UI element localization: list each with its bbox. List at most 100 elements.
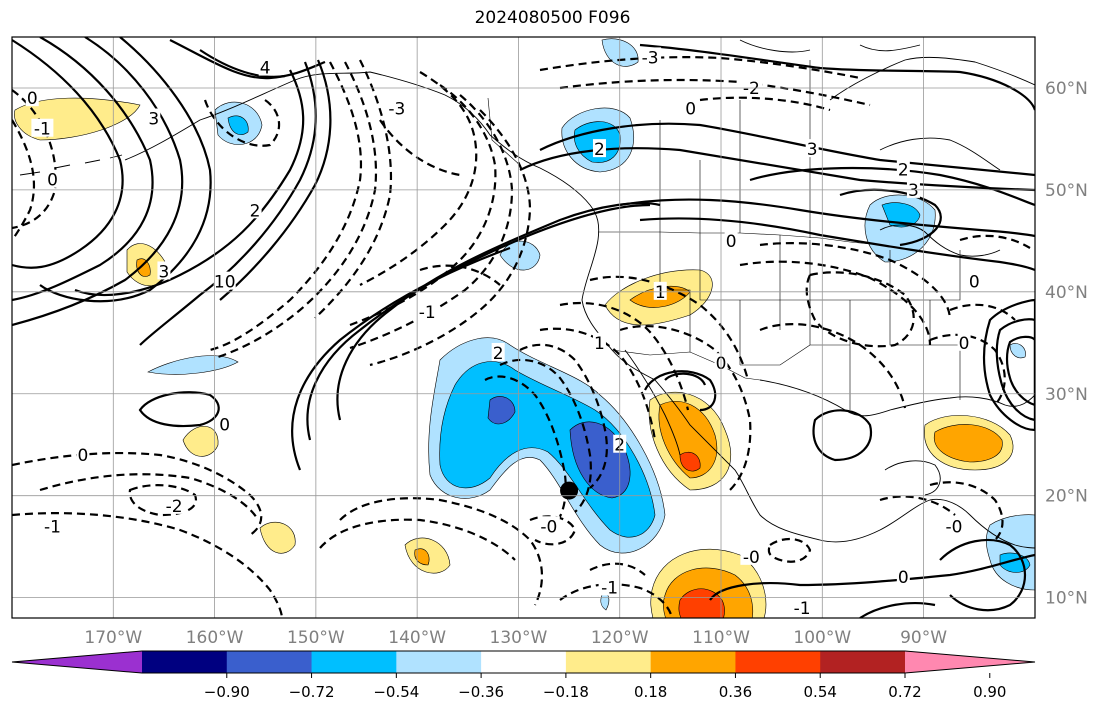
colorbar-segment [820,651,906,673]
plot-title: 2024080500 F096 [474,8,631,28]
dashed-contour [519,343,608,489]
colorbar-extend-high [905,651,1035,673]
colorbar-segment [481,651,567,673]
dashed-contour [499,358,592,513]
dashed-contour [128,484,198,517]
dashed-contour [214,61,378,360]
lon-tick-label: 90°W [900,628,947,648]
contour-label: 3 [159,262,170,282]
colorbar-tick-label: 0.72 [888,683,921,701]
dashed-contour [12,512,284,618]
dashed-contour [949,303,1016,321]
dashed-contour [319,518,516,561]
lat-tick-label: 20°N [1045,487,1088,507]
negative-anomaly-patch [1009,343,1026,359]
contour-label: 2 [493,344,504,364]
colorbar-tick-label: −0.54 [373,683,419,701]
location-marker [560,481,579,500]
positive-anomaly-patch [182,425,219,457]
dashed-contour [209,61,363,352]
solid-contour [749,166,1035,207]
contour-label: 4 [260,59,271,79]
contour-label: -1 [44,517,61,537]
lon-tick-label: 140°W [388,628,446,648]
dashed-contour [484,375,567,531]
contour-label: -1 [794,599,811,619]
canada-arctic [739,39,921,53]
contour-label-bg [684,98,698,117]
contour-label: 2 [594,140,605,160]
solid-contour [619,198,1035,238]
contour-label: 1 [655,283,666,303]
solid-contour [639,43,1035,111]
contour-label: -2 [743,79,760,99]
shaded-field-layer [14,38,1035,618]
contour-label-bg [967,271,981,290]
contour-label: 10 [214,273,236,293]
solid-contour [539,122,1035,177]
longitude-tick-labels: 170°W 160°W 150°W 140°W 130°W 120°W 110°W 100°W… [84,628,947,648]
dashed-contour [339,497,544,606]
solid-contour [12,37,154,302]
solid-contour [995,318,1035,422]
solid-contour [1005,335,1035,407]
lat-tick-label: 10°N [1045,589,1088,609]
lon-tick-label: 120°W [591,628,649,648]
contour-label: 0 [47,171,58,191]
graticule [12,37,1035,618]
solid-contour [74,69,305,297]
dashed-contour [539,56,861,80]
colorbar-tick-label: 0.90 [973,683,1006,701]
contour-label-bg [213,271,236,290]
contour-label-bg [163,495,186,514]
gulf-coast [759,379,1035,417]
colorbar-segment [650,651,736,673]
lat-tick-label: 60°N [1045,79,1088,99]
colorbar-tick-label: −0.18 [543,683,589,701]
contour-label-bg [592,139,606,158]
solid-contour [219,59,332,301]
contour-label-bg [639,47,662,66]
contour-label-bg [218,414,232,433]
solid-contour [12,39,124,269]
lat-tick-label: 30°N [1045,385,1088,405]
colorbar-tick-label: 0.54 [804,683,837,701]
solid-contour [859,602,936,618]
colorbar-segment [226,651,313,673]
contour-label: 0 [959,334,970,354]
lon-tick-label: 110°W [692,628,750,648]
solid-contour [709,553,1035,601]
hudson-region [879,137,1001,171]
dashed-contour [203,99,281,147]
contour-label-bg [416,302,439,321]
contour-label-bg [248,200,262,219]
contour-label: 0 [27,89,38,109]
solid-contour [12,37,184,327]
contour-label: -0 [540,517,557,537]
contour-label: 0 [898,568,909,588]
solid-contour [39,37,212,303]
contour-label: 3 [807,140,818,160]
contour-label: 0 [726,232,737,252]
contour-label: 0 [77,446,88,466]
solid-contour [812,409,873,462]
alaska-canada-border [487,97,521,166]
dashed-contour [559,583,674,618]
lat-tick-label: 50°N [1045,181,1088,201]
contour-label: 1 [594,334,605,354]
solid-contour [291,246,511,471]
colorbar-segment [396,651,482,673]
contour-label: 0 [685,99,696,119]
colorbar-segment [565,651,652,673]
contour-label: -1 [601,578,618,598]
contour-label-bg [592,332,606,351]
baja-california [624,349,681,456]
dashed-contour [314,59,393,319]
dashed-contour [879,495,956,516]
contour-label: -0 [743,548,760,568]
contour-label-bg [598,577,621,596]
contour-label-bg [957,332,971,351]
latitude-tick-labels: 10°N 20°N 30°N 40°N 50°N 60°N [1045,79,1088,609]
solid-contour [199,49,286,78]
negative-anomaly-patch [147,355,239,375]
